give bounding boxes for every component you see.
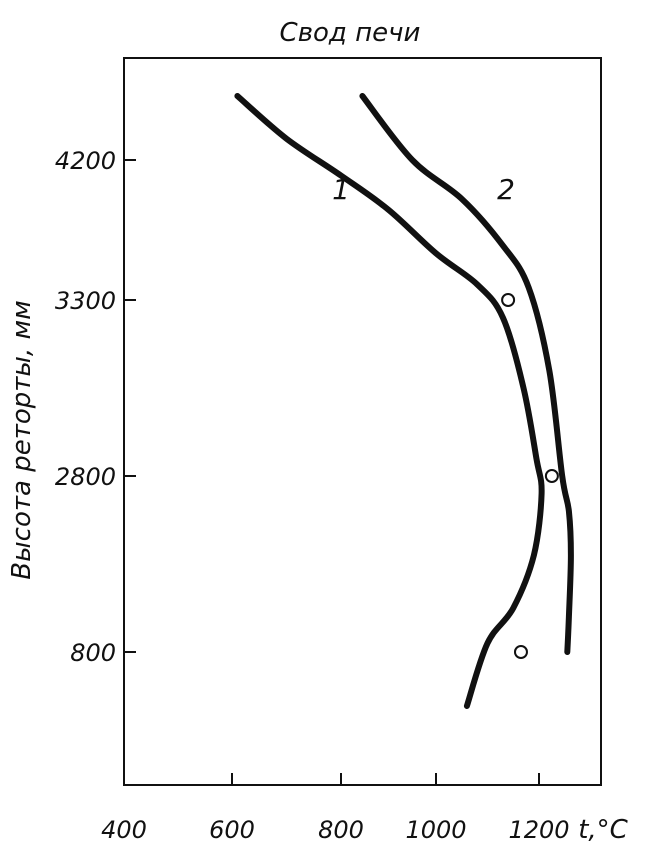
series-line-2 [359, 93, 574, 655]
x-tick-label: 800 [318, 816, 364, 844]
x-ticks: 400 600 800 1000 1200 [101, 773, 570, 844]
series-label-2: 2 [497, 173, 515, 206]
y-tick-label: 800 [70, 639, 116, 667]
y-axis-label: Высота реторты, мм [7, 300, 37, 579]
data-point-marker [513, 645, 528, 659]
x-tick-label: 1000 [405, 816, 466, 844]
series-line-1 [234, 93, 545, 709]
y-ticks: 4200 3300 2800 800 [55, 147, 136, 667]
chart-title: Свод печи [280, 18, 421, 48]
y-tick-label: 3300 [55, 287, 116, 315]
data-point-marker [544, 469, 559, 483]
series-label-1: 1 [332, 173, 350, 206]
plot-area-frame [123, 57, 602, 786]
x-tick-label: 1200 [508, 816, 569, 844]
x-axis-label: t,°C [578, 815, 628, 845]
data-markers [501, 293, 559, 659]
y-tick-label: 4200 [55, 147, 116, 175]
y-tick-label: 2800 [55, 463, 116, 491]
x-tick-label: 400 [101, 816, 147, 844]
data-point-marker [501, 293, 516, 307]
x-tick-label: 600 [209, 816, 255, 844]
